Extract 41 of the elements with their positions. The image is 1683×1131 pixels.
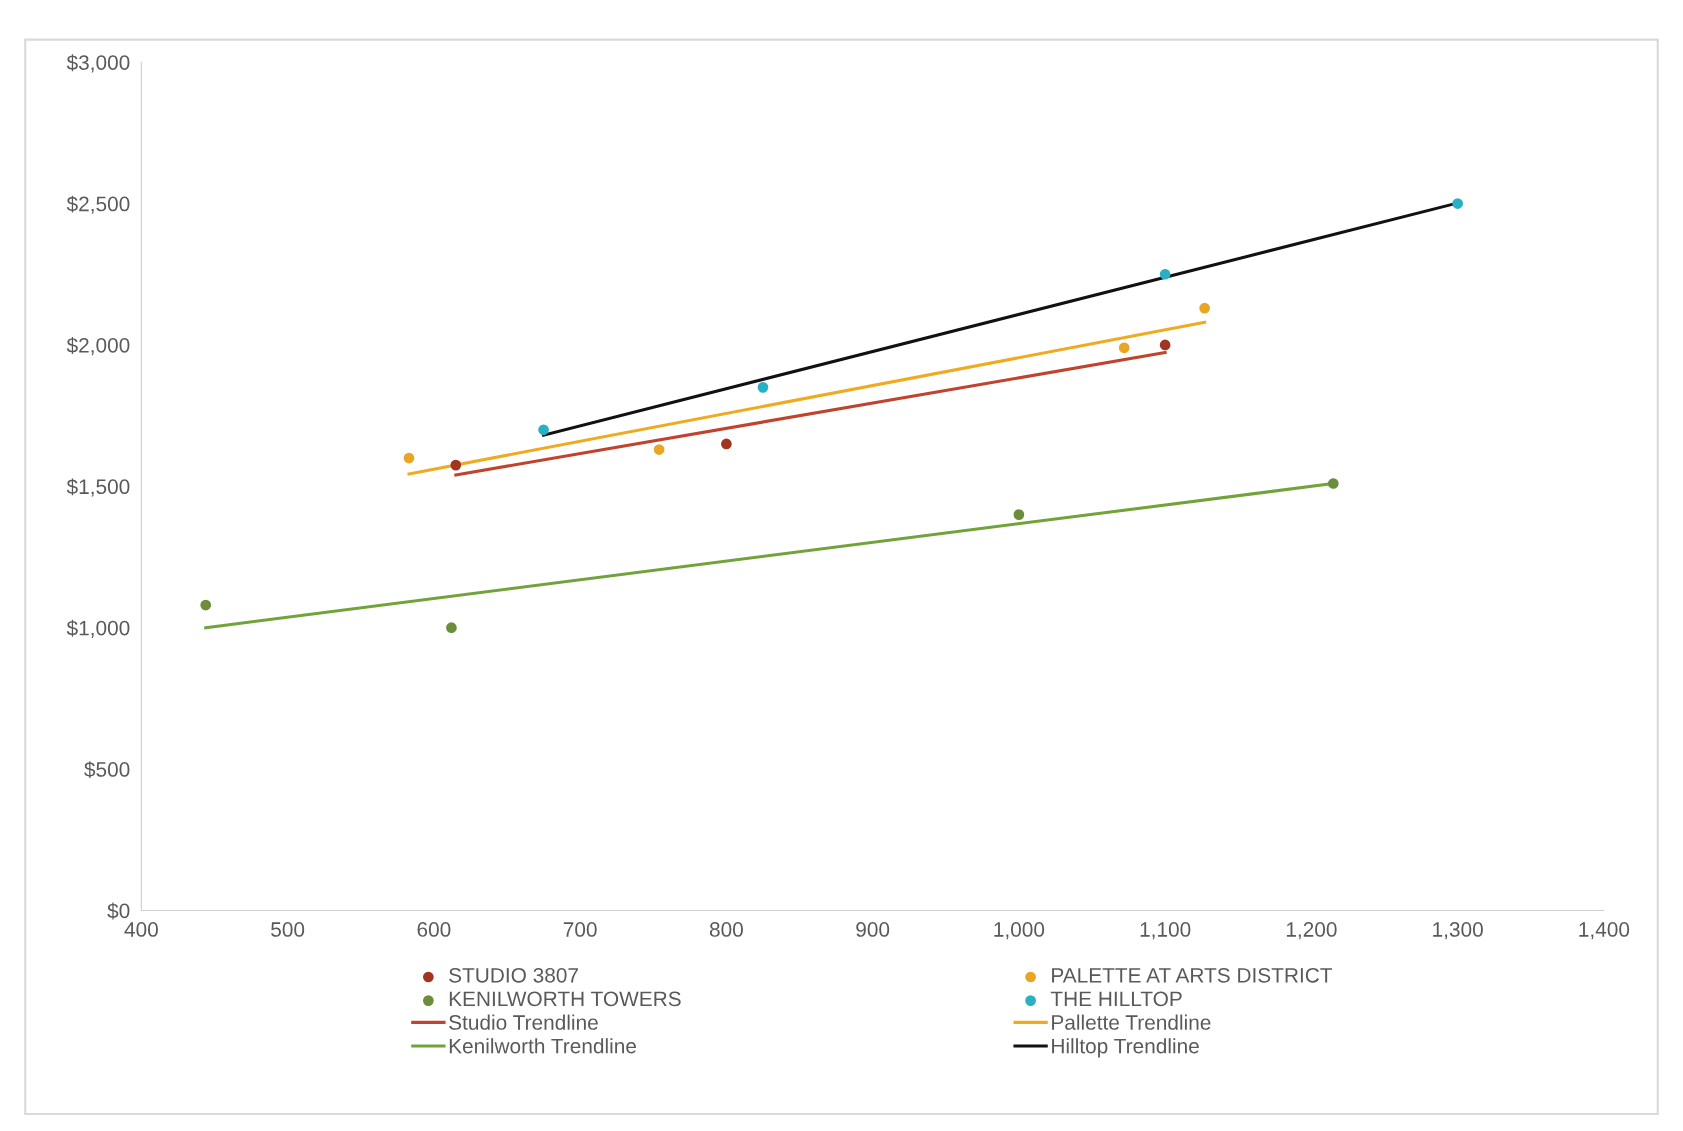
point	[1159, 339, 1171, 351]
y-tick-label: $3,000	[66, 54, 130, 73]
point	[1452, 198, 1464, 209]
y-tick-label: $1,000	[66, 619, 130, 638]
x-tick-label: 600	[417, 922, 451, 937]
point	[200, 599, 212, 611]
point	[538, 424, 549, 436]
x-tick-label: 1,200	[1286, 922, 1337, 940]
point	[1327, 478, 1339, 489]
y-tick-label: $2,500	[66, 195, 130, 214]
legend-label: Pallette Trendline	[1052, 1014, 1211, 1030]
point	[1013, 509, 1025, 520]
x-tick-label: 400	[124, 922, 158, 937]
legend-label: KENILWORTH TOWERS	[449, 991, 681, 1007]
point	[1159, 268, 1171, 280]
x-tick-label: 900	[856, 922, 890, 937]
y-tick-label: $2,000	[66, 337, 130, 356]
legend-label: Hilltop Trendline	[1052, 1038, 1199, 1058]
point	[446, 622, 457, 634]
point	[403, 452, 415, 464]
legend-label: PALETTE AT ARTS DISTRICT	[1052, 967, 1333, 983]
x-tick-label: 700	[563, 922, 597, 937]
x-tick-label: 1,400	[1579, 922, 1630, 940]
x-tick-label: 1,000	[994, 922, 1045, 940]
legend-label: THE HILLTOP	[1050, 991, 1182, 1007]
x-tick-label: 1,300	[1433, 922, 1483, 940]
point	[1118, 342, 1130, 354]
point	[450, 459, 462, 471]
x-tick-label: 800	[709, 922, 743, 937]
y-tick-label: $0	[107, 902, 130, 920]
point	[653, 444, 665, 455]
point	[757, 382, 769, 393]
point	[1199, 302, 1210, 314]
x-tick-label: 1,100	[1140, 922, 1191, 940]
point	[721, 438, 732, 450]
legend-label: Studio Trendline	[449, 1014, 598, 1030]
legend-label: STUDIO 3807	[449, 967, 578, 983]
legend-label: Kenilworth Trendline	[449, 1038, 636, 1054]
y-tick-label: $1,500	[66, 478, 130, 497]
y-tick-label: $500	[84, 761, 130, 779]
x-tick-label: 500	[271, 922, 305, 937]
